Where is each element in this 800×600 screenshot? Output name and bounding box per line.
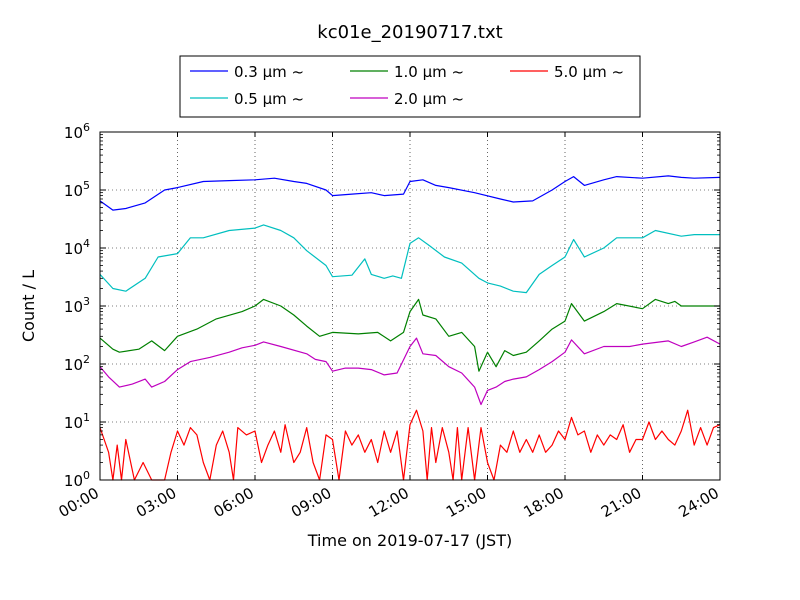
series-lines [99, 175, 721, 481]
legend: 0.3 μm ~ 0.5 μm ~ 1.0 μm ~ 2.0 μm ~ 5.0 μm ~ [179, 55, 641, 118]
grid [100, 132, 720, 480]
legend-label: 0.5 μm ~ [234, 90, 304, 108]
x-axis-label: Time on 2019-07-17 (JST) [307, 531, 512, 550]
legend-label: 0.3 μm ~ [234, 63, 304, 81]
y-tick-label: 101 [64, 411, 90, 432]
series-line-0.5 [99, 224, 720, 294]
legend-label: 5.0 μm ~ [554, 63, 624, 81]
legend-label: 2.0 μm ~ [394, 90, 464, 108]
chart-title: kc01e_20190717.txt [317, 22, 502, 43]
y-axis-label: Count / L [19, 270, 38, 342]
series-line-1.0 [99, 298, 720, 372]
y-tick-exponent: 1 [83, 411, 90, 424]
y-tick-base: 10 [64, 414, 83, 432]
series-line-5.0 [99, 409, 721, 481]
series-line-2.0 [99, 336, 721, 406]
y-tick-label: 102 [64, 353, 90, 374]
legend-label: 1.0 μm ~ [394, 63, 464, 81]
y-tick-exponent: 3 [83, 295, 90, 308]
y-tick-exponent: 0 [83, 469, 90, 482]
y-tick-base: 10 [64, 124, 83, 142]
y-tick-base: 10 [64, 356, 83, 374]
y-tick-base: 10 [64, 298, 83, 316]
y-tick-label: 106 [64, 121, 90, 142]
y-tick-exponent: 5 [83, 179, 90, 192]
y-tick-base: 10 [64, 472, 83, 490]
y-tick-exponent: 2 [83, 353, 90, 366]
y-tick-base: 10 [64, 240, 83, 258]
y-tick-label: 104 [64, 237, 90, 258]
y-tick-label: 103 [64, 295, 90, 316]
legend-box [179, 55, 641, 118]
y-tick-label: 105 [64, 179, 90, 200]
y-tick-base: 10 [64, 182, 83, 200]
axis-ticks [99, 131, 721, 481]
y-tick-exponent: 4 [83, 237, 90, 250]
y-tick-label: 100 [64, 469, 90, 490]
y-tick-exponent: 6 [83, 121, 90, 134]
series-line-0.3 [99, 175, 721, 211]
